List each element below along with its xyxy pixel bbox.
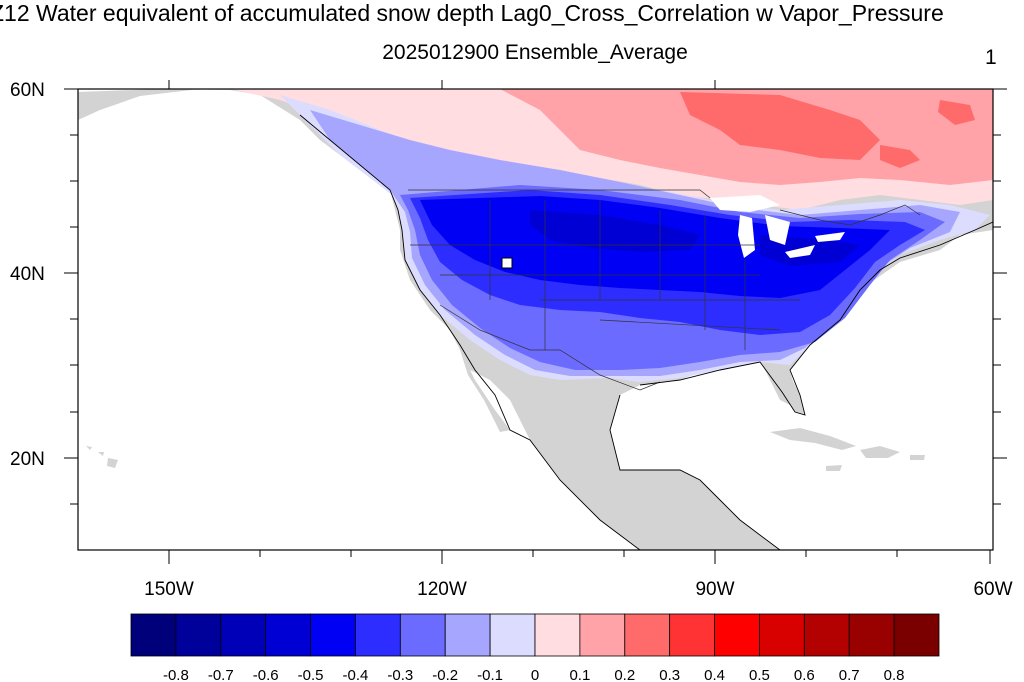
colorbar-tick-label: -0.5 [298, 667, 324, 682]
field-red-2 [880, 145, 920, 168]
lon-label-90w: 90W [695, 579, 734, 600]
lat-label-40n: 40N [10, 264, 45, 285]
florida [770, 372, 805, 415]
us-canada-border [408, 189, 711, 199]
colorbar-box [444, 613, 491, 657]
colorbar-box [489, 613, 536, 657]
colorbar-tick-label: 0.5 [749, 667, 770, 682]
colorbar-tick-label: 0.1 [569, 667, 590, 682]
lake-michigan [738, 215, 755, 258]
colorbar-labels: -0.8 -0.7 -0.6 -0.5 -0.4 -0.3 -0.2 -0.1 0 0.1 0.2 0… [163, 667, 905, 682]
colorbar-tick-label: 0.6 [794, 667, 815, 682]
west-coastline [299, 114, 641, 550]
field-red-3 [938, 100, 975, 125]
gulf-coastline [609, 394, 781, 550]
axis-ticks [64, 80, 1007, 564]
field-red-1 [680, 92, 880, 160]
colorbar-box [399, 613, 446, 657]
lat-label-20n: 20N [10, 449, 45, 470]
colorbar-tick-label: -0.4 [343, 667, 369, 682]
colorbar-box [803, 613, 850, 657]
lake-superior [710, 195, 780, 212]
plot-title: Z12 Water equivalent of accumulated snow… [0, 0, 944, 26]
colorbar-box [848, 613, 895, 657]
political-boundaries [408, 189, 921, 391]
lon-label-120w: 120W [417, 579, 467, 600]
puerto-rico [910, 455, 925, 460]
colorbar-tick-label: -0.1 [477, 667, 503, 682]
colorbar-box [624, 613, 671, 657]
colorbar-tick-label: 0.7 [839, 667, 860, 682]
us-canada-border-east [779, 204, 921, 226]
colorbar-tick-label: -0.8 [163, 667, 189, 682]
colorbar-box [175, 613, 222, 657]
plot-subtitle: 2025012900 Ensemble_Average [382, 41, 688, 64]
colorbar-box [714, 613, 760, 657]
lake-erie [785, 245, 815, 258]
colorbar-box [220, 613, 267, 657]
colorbar-box [310, 613, 356, 657]
lake-ontario [815, 232, 845, 242]
state-lines [410, 200, 800, 350]
colorbar-box [669, 613, 715, 657]
colorbar-tick-label: -0.3 [387, 667, 413, 682]
hispaniola [860, 446, 900, 458]
coastlines [299, 114, 993, 550]
colorbar-box [355, 613, 401, 657]
colorbar-box [534, 613, 581, 657]
lat-label-60n: 60N [10, 80, 45, 101]
colorbar-box [265, 613, 311, 657]
panel-number: 1 [985, 46, 997, 69]
colorbar-tick-label: -0.7 [208, 667, 234, 682]
great-salt-lake [501, 257, 513, 269]
colorbar-tick-label: 0.8 [884, 667, 905, 682]
colorbar-tick-label: 0.2 [614, 667, 635, 682]
colorbar [130, 613, 940, 657]
east-coastline [639, 221, 993, 416]
colorbar-tick-label: 0.4 [704, 667, 725, 682]
colorbar-tick-label: 0 [531, 667, 539, 682]
field-level-neg06 [530, 210, 700, 252]
us-mexico-border [439, 304, 661, 391]
colorbar-box [130, 613, 177, 657]
colorbar-box [893, 613, 940, 657]
colorbar-tick-label: 0.3 [659, 667, 680, 682]
lon-label-60w: 60W [973, 579, 1012, 600]
correlation-field [230, 89, 993, 382]
baja-california [460, 350, 510, 432]
colorbar-tick-label: -0.2 [432, 667, 458, 682]
colorbar-tick-label: -0.6 [253, 667, 279, 682]
colorbar-box [579, 613, 626, 657]
map-content [78, 89, 993, 550]
jamaica [826, 465, 842, 471]
lake-huron [765, 215, 790, 245]
cuba [770, 428, 856, 450]
lon-label-150w: 150W [144, 579, 194, 600]
hawaii [86, 446, 118, 468]
colorbar-box [759, 613, 805, 657]
